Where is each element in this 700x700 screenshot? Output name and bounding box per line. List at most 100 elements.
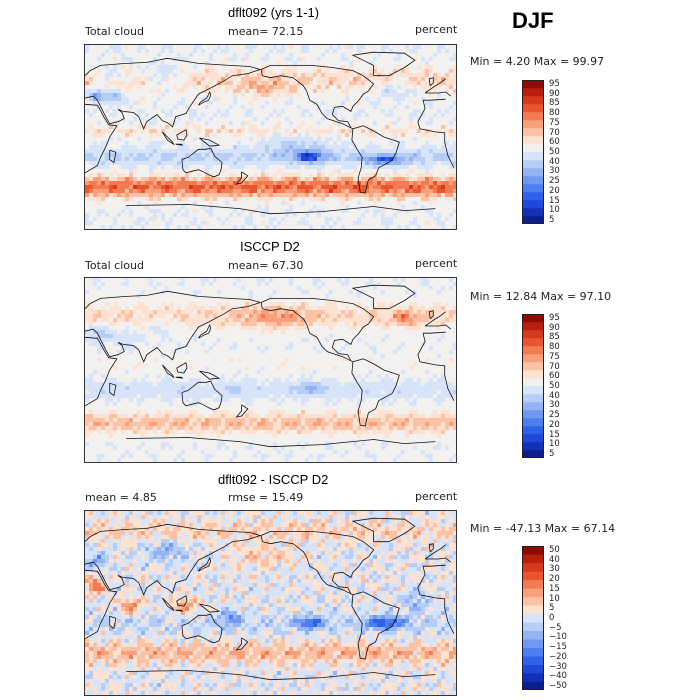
field-cell bbox=[101, 97, 106, 102]
field-cell bbox=[289, 49, 294, 54]
field-cell bbox=[397, 57, 402, 62]
field-cell bbox=[177, 101, 182, 106]
field-cell bbox=[445, 133, 450, 138]
field-cell bbox=[429, 286, 434, 291]
field-cell bbox=[153, 294, 158, 299]
field-cell bbox=[289, 65, 294, 70]
field-cell bbox=[293, 286, 298, 291]
field-cell bbox=[153, 201, 158, 206]
field-cell bbox=[381, 221, 386, 226]
field-cell bbox=[229, 173, 234, 178]
field-cell bbox=[101, 61, 106, 66]
field-cell bbox=[317, 290, 322, 295]
field-cell bbox=[365, 213, 370, 218]
field-cell bbox=[173, 205, 178, 210]
field-cell bbox=[401, 213, 406, 218]
field-cell bbox=[93, 85, 98, 90]
field-cell bbox=[221, 81, 226, 86]
field-cell bbox=[161, 81, 166, 86]
field-cell bbox=[189, 133, 194, 138]
field-cell bbox=[369, 77, 374, 82]
colorbar-tick-label: 10 bbox=[549, 205, 560, 216]
field-cell bbox=[245, 121, 250, 126]
field-cell bbox=[433, 209, 438, 214]
field-cell bbox=[133, 161, 138, 166]
field-cell bbox=[269, 153, 274, 158]
field-cell bbox=[341, 201, 346, 206]
field-cell bbox=[153, 53, 158, 58]
field-cell bbox=[209, 121, 214, 126]
field-cell bbox=[401, 69, 406, 74]
field-cell bbox=[177, 193, 182, 198]
field-cell bbox=[161, 209, 166, 214]
field-cell bbox=[369, 93, 374, 98]
field-cell bbox=[145, 225, 150, 229]
field-cell bbox=[165, 197, 170, 202]
field-cell bbox=[201, 282, 206, 287]
field-cell bbox=[213, 69, 218, 74]
field-cell bbox=[317, 137, 322, 142]
field-cell bbox=[249, 89, 254, 94]
field-cell bbox=[93, 129, 98, 134]
field-cell bbox=[213, 181, 218, 186]
field-cell bbox=[249, 189, 254, 194]
field-cell bbox=[257, 181, 262, 186]
field-cell bbox=[353, 97, 358, 102]
field-cell bbox=[269, 189, 274, 194]
field-cell bbox=[157, 145, 162, 150]
field-cell bbox=[257, 109, 262, 114]
field-cell bbox=[261, 117, 266, 122]
field-cell bbox=[269, 205, 274, 210]
field-cell bbox=[353, 105, 358, 110]
field-cell bbox=[133, 85, 138, 90]
field-cell bbox=[197, 117, 202, 122]
field-cell bbox=[197, 193, 202, 198]
field-cell bbox=[369, 181, 374, 186]
field-cell bbox=[333, 278, 338, 283]
field-cell bbox=[257, 117, 262, 122]
field-cell bbox=[421, 173, 426, 178]
field-cell bbox=[109, 193, 114, 198]
field-cell bbox=[97, 225, 102, 229]
field-cell bbox=[189, 173, 194, 178]
field-cell bbox=[269, 193, 274, 198]
field-cell bbox=[101, 177, 106, 182]
field-cell bbox=[317, 193, 322, 198]
field-cell bbox=[225, 109, 230, 114]
field-cell bbox=[241, 153, 246, 158]
field-cell bbox=[149, 290, 154, 295]
field-cell bbox=[105, 149, 110, 154]
field-cell bbox=[297, 217, 302, 222]
field-cell bbox=[129, 137, 134, 142]
field-cell bbox=[309, 73, 314, 78]
field-cell bbox=[125, 282, 130, 287]
field-cell bbox=[365, 302, 370, 307]
field-cell bbox=[125, 209, 130, 214]
field-cell bbox=[141, 217, 146, 222]
field-cell bbox=[409, 302, 414, 307]
field-cell bbox=[233, 282, 238, 287]
field-cell bbox=[297, 290, 302, 295]
field-cell bbox=[241, 149, 246, 154]
field-cell bbox=[257, 73, 262, 78]
field-cell bbox=[145, 290, 150, 295]
field-cell bbox=[281, 117, 286, 122]
coastline bbox=[260, 65, 375, 130]
field-cell bbox=[393, 109, 398, 114]
field-cell bbox=[209, 61, 214, 66]
field-cell bbox=[337, 57, 342, 62]
field-cell bbox=[441, 53, 446, 58]
field-cell bbox=[249, 213, 254, 218]
field-cell bbox=[177, 181, 182, 186]
field-cell bbox=[117, 157, 122, 162]
field-cell bbox=[197, 169, 202, 174]
field-cell bbox=[309, 53, 314, 58]
field-cell bbox=[133, 225, 138, 229]
field-cell bbox=[265, 49, 270, 54]
field-cell bbox=[117, 145, 122, 150]
field-cell bbox=[105, 89, 110, 94]
field-cell bbox=[289, 61, 294, 66]
field-cell bbox=[329, 286, 334, 291]
field-cell bbox=[161, 141, 166, 146]
field-cell bbox=[389, 45, 394, 50]
